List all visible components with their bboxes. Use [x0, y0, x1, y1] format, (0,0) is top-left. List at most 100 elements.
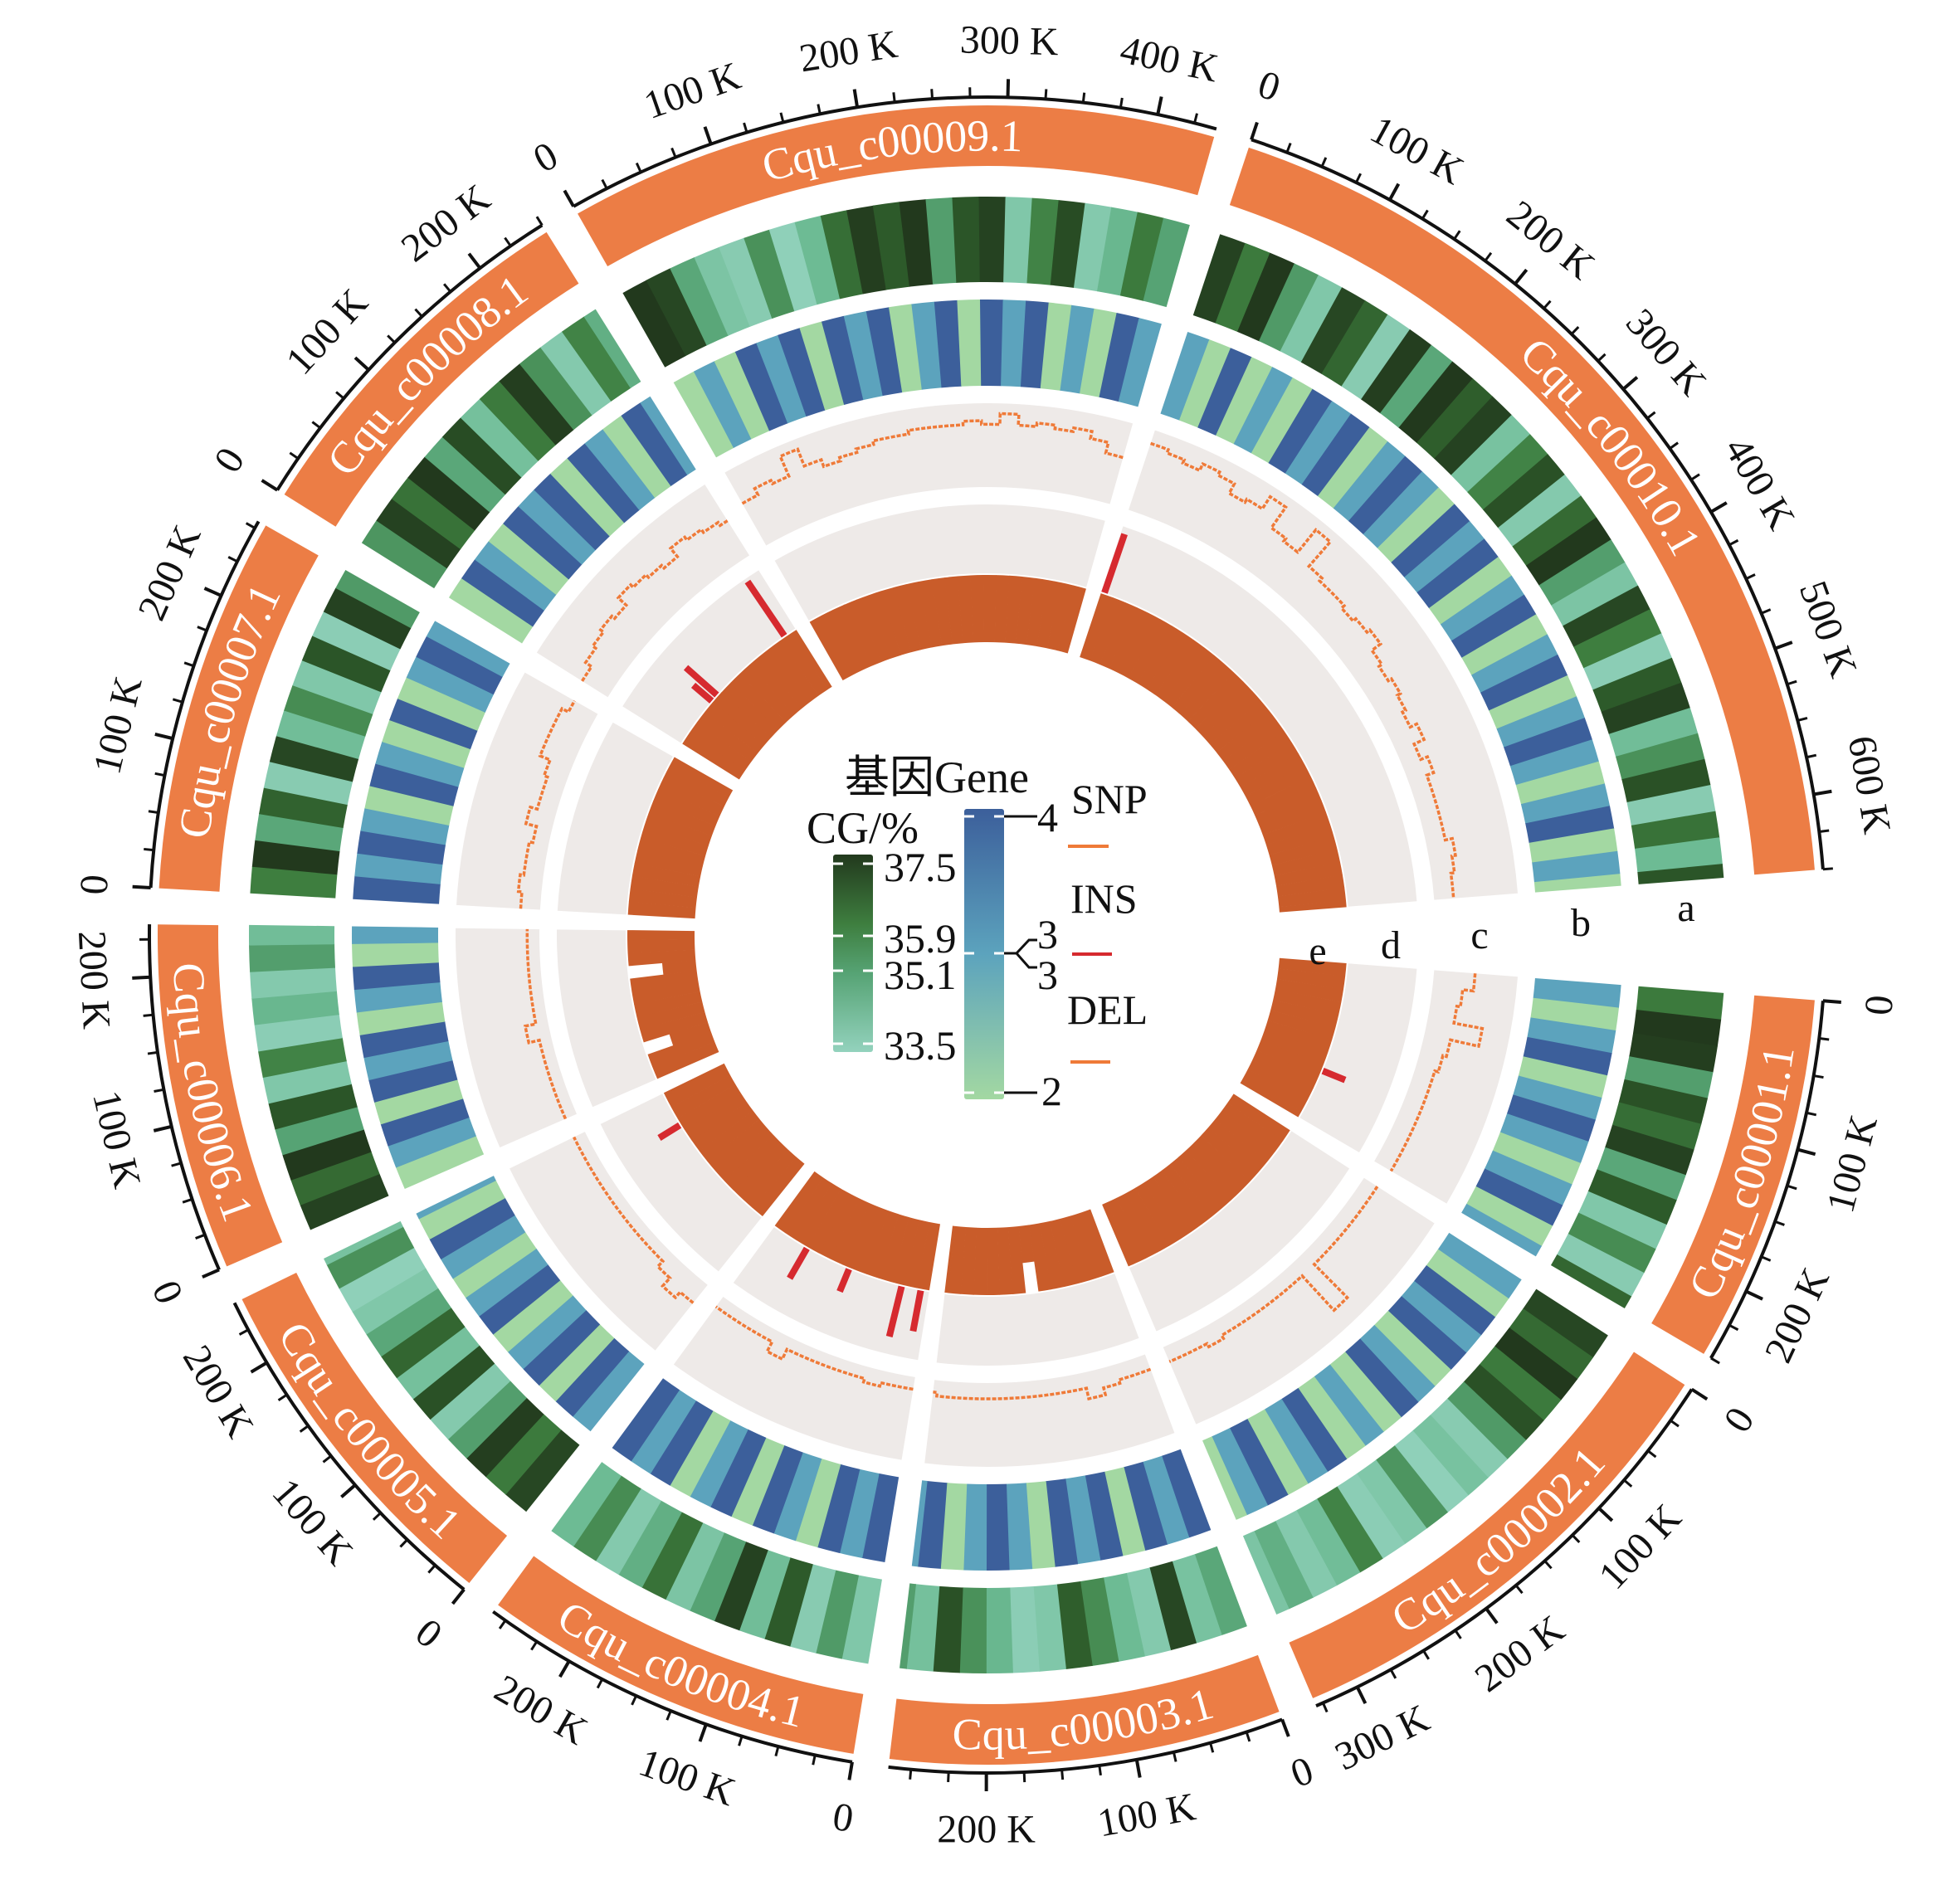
gc-heatmap-cell — [1498, 474, 1582, 548]
axis-arc — [148, 924, 221, 1271]
del-bar — [627, 930, 695, 941]
minor-tick — [666, 1710, 672, 1721]
del-bar — [878, 1214, 909, 1283]
minor-tick — [1320, 157, 1328, 168]
major-tick — [340, 1483, 357, 1498]
major-tick — [698, 1723, 708, 1742]
minor-tick — [1787, 679, 1797, 686]
tick-label: 100 K — [639, 54, 747, 128]
tracks-layer — [249, 197, 1724, 1673]
gc-heatmap-cell — [254, 1014, 343, 1052]
gene-heatmap-cell — [1229, 1419, 1289, 1506]
del-bar — [1216, 710, 1277, 762]
tick-label: 100 K — [1590, 1496, 1689, 1598]
legend-snp-label: SNP — [1071, 776, 1148, 822]
gene-heatmap-cell — [963, 1483, 987, 1571]
del-bar — [1275, 978, 1344, 1002]
minor-tick — [635, 162, 642, 173]
gc-heatmap-cell — [1551, 562, 1639, 626]
axis-arc — [275, 223, 544, 491]
gc-heatmap-cell — [282, 1128, 372, 1181]
gc-heatmap-cell — [326, 1226, 415, 1289]
gene-heatmap-cell — [1363, 471, 1440, 549]
major-tick — [1134, 1759, 1142, 1778]
major-tick — [1797, 1147, 1816, 1157]
legend-gc-tick-label: 37.5 — [884, 844, 957, 890]
gene-heatmap-cell — [957, 300, 982, 387]
legend-gene-tick-label: 4 — [1037, 794, 1058, 840]
gc-heatmap-cell — [694, 246, 751, 336]
gc-heatmap-cell — [1494, 1327, 1578, 1400]
ideogram-Cqu_c00002.1 — [1289, 1352, 1685, 1698]
del-bar — [1215, 1111, 1275, 1162]
gene-heatmap-cell — [1161, 1449, 1212, 1538]
del-bar — [705, 701, 765, 754]
gene-heatmap-cell — [416, 1176, 496, 1220]
gene-heatmap-cell — [1499, 1113, 1589, 1164]
del-bar — [653, 788, 720, 826]
gc-heatmap-cell — [424, 436, 506, 513]
gene-heatmap-cell — [550, 457, 625, 537]
axis-arc — [149, 520, 261, 889]
tick-label: 200 K — [487, 1666, 595, 1753]
minor-tick — [1597, 353, 1607, 363]
gc-heatmap-cell — [617, 1500, 682, 1588]
legend-gene-tick-label: 3 — [1037, 911, 1058, 957]
minor-tick — [1819, 829, 1830, 833]
gene-heatmap-cell — [911, 301, 943, 390]
del-bar — [696, 711, 758, 762]
snp-line — [523, 928, 568, 1120]
tick-label: 100 K — [633, 1741, 741, 1815]
del-bar — [779, 633, 828, 696]
gc-heatmap-cell — [1636, 986, 1724, 1020]
gc-heatmap-cell — [1592, 657, 1682, 713]
gene-heatmap-cell — [1437, 1232, 1522, 1299]
del-bar — [1255, 787, 1322, 826]
gc-heatmap-cell — [430, 1363, 511, 1439]
minor-tick — [1514, 1584, 1524, 1595]
minor-tick — [1355, 173, 1362, 183]
del-bar — [627, 949, 696, 967]
gene-heatmap-cell — [474, 541, 557, 611]
gene-heatmap-cell — [861, 1473, 900, 1562]
minor-tick — [947, 1771, 950, 1782]
gene-heatmap-cell — [1520, 783, 1611, 824]
axis-arc — [888, 1717, 1283, 1775]
major-tick — [558, 1660, 571, 1678]
legend-gene-ticks — [964, 815, 1004, 1094]
major-tick — [1388, 183, 1401, 201]
major-tick — [1485, 1607, 1499, 1624]
major-tick — [847, 1761, 854, 1780]
gc-heatmap-cell — [1629, 1033, 1718, 1073]
gene-heatmap-cell — [1413, 1265, 1496, 1336]
ins-spike — [657, 1122, 682, 1141]
legend-ins-label: INS — [1070, 875, 1138, 922]
gc-heatmap-cell — [665, 1522, 725, 1611]
gene-heatmap-cell — [709, 1429, 767, 1517]
ins-track-background — [774, 504, 1105, 621]
del-bar — [691, 1102, 753, 1152]
del-bar — [1240, 1078, 1302, 1118]
snp-line — [1389, 973, 1485, 1172]
del-bar — [1143, 1176, 1192, 1240]
ideogram-Cqu_c00009.1 — [578, 105, 1215, 266]
del-bar — [749, 656, 802, 716]
gene-heatmap-cell — [1416, 538, 1499, 609]
major-tick — [1774, 641, 1793, 650]
del-bar — [637, 837, 706, 867]
major-tick — [132, 884, 151, 890]
minor-tick — [144, 847, 154, 852]
gene-heatmap-cell — [1333, 441, 1406, 522]
del-bar — [630, 970, 699, 992]
del-bar — [948, 1225, 967, 1294]
gc-heatmap-cell — [1632, 1009, 1722, 1047]
gc-heatmap-cell — [499, 363, 574, 446]
del-bar — [790, 630, 832, 690]
del-bar — [1134, 1182, 1181, 1246]
gc-heatmap-cell — [768, 222, 818, 312]
minor-tick — [1819, 1037, 1830, 1041]
minor-tick — [1209, 1742, 1215, 1753]
gene-heatmap-cell — [1484, 1150, 1572, 1206]
del-bar — [774, 1171, 824, 1234]
major-tick — [1690, 1387, 1709, 1401]
